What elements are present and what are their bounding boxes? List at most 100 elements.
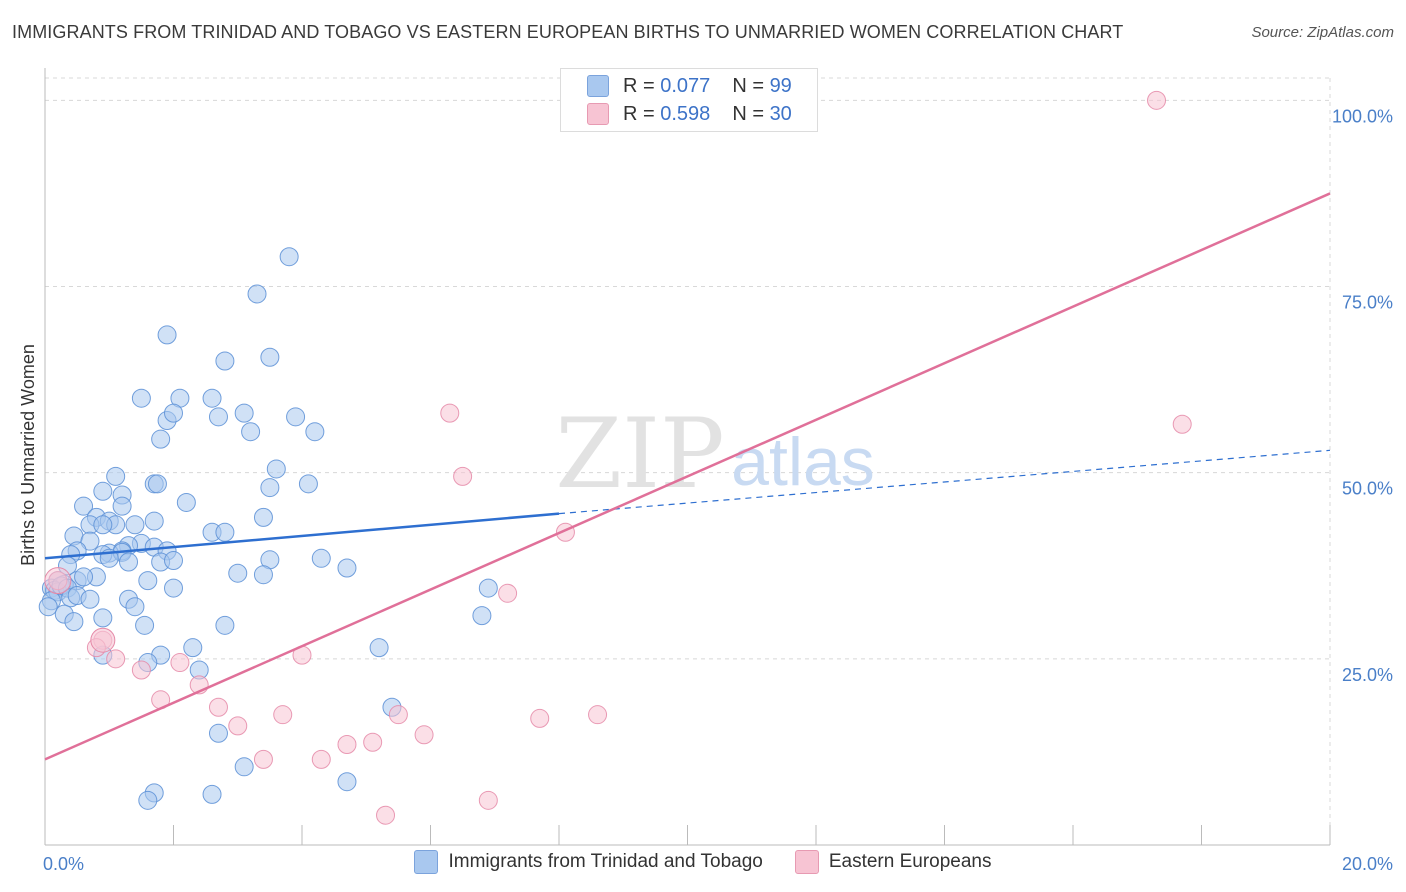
point-trinidad (125, 597, 145, 617)
point-trinidad (241, 422, 261, 442)
point-trinidad (478, 578, 498, 598)
point-eastern-european (1172, 414, 1192, 434)
stats-n-value: 99 (769, 74, 792, 97)
point-trinidad (247, 284, 267, 304)
y-tick-label: 50.0% (1342, 479, 1393, 499)
point-trinidad (311, 548, 331, 568)
point-trinidad (253, 565, 273, 585)
point-trinidad (472, 606, 492, 626)
point-eastern-european (388, 705, 408, 725)
point-trinidad (93, 515, 113, 535)
point-trinidad (234, 757, 254, 777)
point-eastern-european (1147, 90, 1167, 110)
point-trinidad (112, 496, 132, 516)
point-trinidad (38, 597, 58, 617)
stats-r-value: 0.077 (660, 74, 711, 97)
x-tick-label: 0.0% (43, 854, 84, 874)
point-trinidad (80, 589, 100, 609)
point-trinidad (208, 723, 228, 743)
y-tick-label: 25.0% (1342, 665, 1393, 685)
point-trinidad (208, 407, 228, 427)
stats-n-value: 30 (769, 102, 792, 125)
tick-labels: 25.0% 50.0% 75.0% 100.0% 0.0% 20.0% (43, 106, 1393, 874)
point-trinidad (253, 507, 273, 527)
point-trinidad (266, 459, 286, 479)
point-trinidad (202, 784, 222, 804)
point-trinidad (369, 638, 389, 658)
point-eastern-european (363, 732, 383, 752)
point-eastern-european (588, 705, 608, 725)
point-trinidad (164, 578, 183, 598)
point-trinidad (260, 347, 280, 367)
point-trinidad (157, 325, 177, 345)
point-trinidad (164, 551, 183, 571)
point-trinidad (337, 558, 357, 578)
point-trinidad (119, 552, 139, 572)
point-eastern-european (208, 697, 228, 717)
legend-label: Eastern Europeans (828, 851, 992, 872)
stats-n-label: N = (732, 102, 764, 125)
point-trinidad (183, 638, 203, 658)
legend-swatch-blue (414, 850, 439, 874)
point-trinidad (337, 772, 357, 792)
point-eastern-european (530, 708, 550, 728)
point-trinidad (80, 531, 100, 551)
stats-row-pink: R = 0.598 N = 30 (587, 100, 792, 128)
point-eastern-european (498, 583, 518, 603)
y-tick-label: 100.0% (1332, 106, 1393, 126)
trend-line-eastern-europeans (44, 192, 1331, 761)
watermark-zip: ZIP (555, 398, 724, 510)
legend-item-trinidad[interactable]: Immigrants from Trinidad and Tobago (414, 850, 763, 874)
point-trinidad (305, 422, 325, 442)
point-trinidad (164, 403, 183, 423)
point-trinidad (176, 492, 196, 512)
point-eastern-european (253, 749, 273, 769)
x-tick-label: 20.0% (1342, 854, 1393, 874)
point-trinidad (234, 403, 254, 423)
watermark-atlas: atlas (731, 424, 875, 500)
legend-item-eastern-europeans[interactable]: Eastern Europeans (794, 850, 992, 874)
point-trinidad (215, 522, 235, 542)
stats-n-label: N = (732, 74, 764, 97)
point-trinidad (138, 571, 158, 591)
point-trinidad (260, 478, 280, 498)
point-eastern-european (131, 660, 151, 680)
point-trinidad (286, 407, 306, 427)
point-eastern-european (440, 403, 460, 423)
point-eastern-european (453, 466, 473, 486)
legend-swatch-pink (794, 850, 819, 874)
point-trinidad (138, 790, 158, 810)
point-trinidad (64, 612, 84, 632)
point-trinidad (125, 515, 145, 535)
trend-lines (44, 192, 1331, 761)
point-eastern-european (414, 725, 434, 745)
point-eastern-european (170, 653, 190, 673)
stats-legend: R = 0.077 N = 99 R = 0.598 N = 30 (560, 68, 818, 132)
point-eastern-european (311, 749, 331, 769)
point-eastern-european (90, 627, 116, 653)
point-trinidad (279, 247, 299, 267)
point-trinidad (135, 615, 155, 635)
point-trinidad (74, 496, 94, 516)
point-eastern-european (44, 567, 72, 595)
stats-r-value: 0.598 (660, 102, 711, 125)
point-trinidad (202, 388, 222, 408)
stats-row-blue: R = 0.077 N = 99 (587, 72, 792, 100)
stats-swatch-pink (587, 103, 609, 125)
chart-title: IMMIGRANTS FROM TRINIDAD AND TOBAGO VS E… (12, 22, 1124, 42)
point-trinidad (74, 567, 94, 587)
point-eastern-european (478, 790, 498, 810)
point-trinidad (93, 608, 113, 628)
legend-label: Immigrants from Trinidad and Tobago (448, 851, 763, 872)
point-trinidad (144, 511, 164, 531)
point-eastern-european (337, 734, 357, 754)
point-trinidad (215, 351, 235, 371)
point-trinidad (228, 563, 248, 583)
axes (44, 68, 1331, 846)
bottom-legend: Immigrants from Trinidad and Tobago East… (0, 850, 1406, 874)
stats-swatch-blue (587, 75, 609, 97)
stats-r-label: R = (623, 102, 655, 125)
point-trinidad (93, 481, 113, 501)
point-trinidad (151, 429, 171, 449)
